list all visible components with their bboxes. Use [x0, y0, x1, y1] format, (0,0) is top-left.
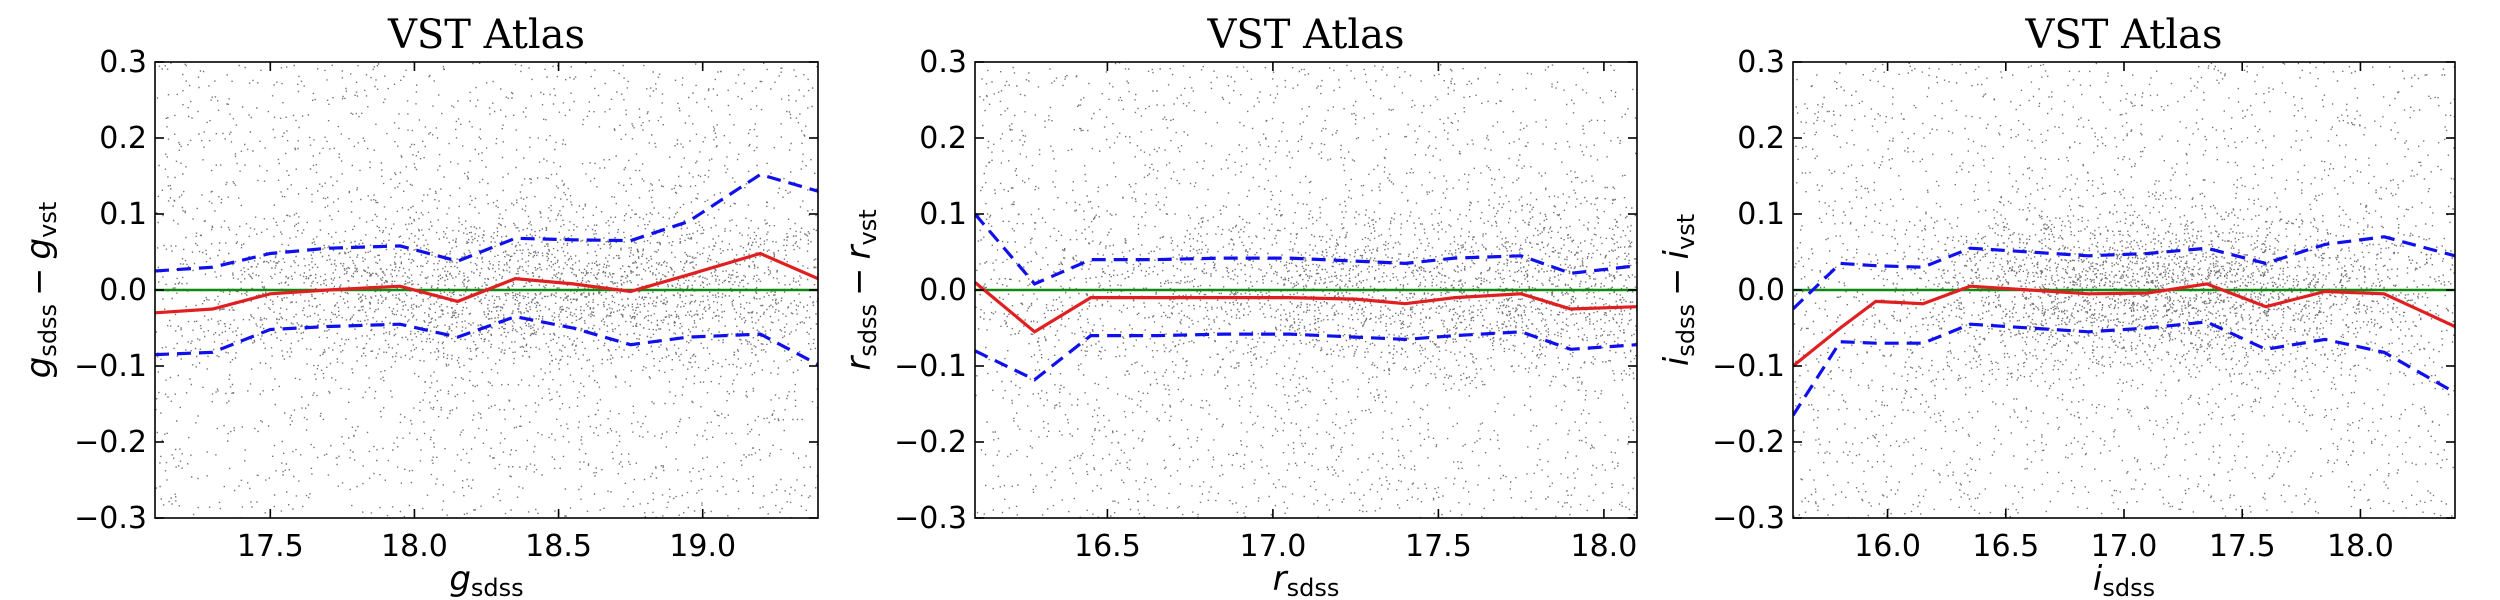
- y-axis-label: isdss−ivst: [1657, 214, 1700, 366]
- y-tick-label: −0.1: [1712, 349, 1785, 384]
- y-axis-operator: −: [19, 267, 59, 296]
- y-tick-label: −0.2: [74, 425, 147, 460]
- y-axis-subscript-1: sdss: [1672, 304, 1700, 357]
- y-axis-variable-2: r: [839, 243, 879, 259]
- y-axis-variable-1: r: [839, 355, 879, 371]
- y-axis-subscript-2: vst: [1672, 214, 1700, 250]
- x-axis-variable: r: [1273, 559, 1289, 599]
- y-tick-label: −0.1: [894, 349, 967, 384]
- y-axis-subscript-2: vst: [34, 202, 62, 238]
- x-tick-label: 18.0: [381, 529, 448, 564]
- x-axis-label: rsdss: [1273, 559, 1340, 600]
- series-median-line: [155, 251, 818, 315]
- y-axis-variable-1: i: [1657, 356, 1697, 366]
- x-tick-label: 16.0: [1854, 529, 1921, 564]
- x-tick-label: 17.5: [237, 529, 304, 564]
- y-axis-label: rsdss−rvst: [839, 209, 882, 370]
- chart-title: VST Atlas: [2024, 12, 2222, 58]
- x-tick-label: 16.5: [1074, 529, 1141, 564]
- series-median-line: [1793, 282, 2455, 368]
- chart-panel-2: −0.3 −0.2 −0.1 0.0 0.1 0.2 0.3 16.5 17.0 17.5 18.0…: [839, 12, 1638, 600]
- y-tick-label: 0.2: [919, 121, 967, 156]
- y-axis-subscript-1: sdss: [854, 304, 882, 357]
- series-median-line: [975, 281, 1637, 334]
- y-axis-subscript-1: sdss: [34, 304, 62, 357]
- y-axis-operator: −: [839, 267, 879, 296]
- series-upper-line: [155, 172, 818, 273]
- chart-panel-3: −0.3 −0.2 −0.1 0.0 0.1 0.2 0.3 16.0 16.5 17.0 17.5…: [1657, 12, 2456, 600]
- chart-title: VST Atlas: [1206, 12, 1404, 58]
- y-axis-operator: −: [1657, 267, 1697, 296]
- x-tick-label: 18.5: [525, 529, 592, 564]
- y-tick-label: 0.3: [99, 45, 147, 80]
- y-tick-label: 0.1: [1737, 197, 1785, 232]
- y-tick-label: −0.3: [1712, 501, 1785, 536]
- x-tick-label: 18.0: [1571, 529, 1638, 564]
- y-tick-label: −0.3: [74, 501, 147, 536]
- y-tick-label: 0.0: [919, 273, 967, 308]
- x-tick-label: 17.0: [1240, 529, 1307, 564]
- y-tick-label: −0.1: [74, 349, 147, 384]
- x-tick-label: 19.0: [669, 529, 736, 564]
- y-axis-variable-2: i: [1657, 249, 1697, 259]
- chart-title: VST Atlas: [387, 12, 585, 58]
- y-axis-variable-2: g: [19, 238, 59, 260]
- y-tick-label: 0.3: [1737, 45, 1785, 80]
- x-axis-label: isdss: [2093, 559, 2155, 600]
- x-axis-subscript: sdss: [1287, 574, 1340, 600]
- y-tick-label: 0.3: [919, 45, 967, 80]
- x-axis-subscript: sdss: [2102, 574, 2155, 600]
- y-tick-label: 0.1: [919, 197, 967, 232]
- x-axis-subscript: sdss: [471, 574, 524, 600]
- x-axis-label: gsdss: [449, 559, 523, 600]
- x-axis-variable: i: [2093, 559, 2103, 599]
- x-axis-variable: g: [449, 559, 471, 599]
- series-lower-line: [1793, 320, 2455, 417]
- y-tick-label: 0.2: [1737, 121, 1785, 156]
- series-upper-line: [975, 212, 1637, 286]
- y-axis-subscript-2: vst: [854, 209, 882, 245]
- y-tick-label: 0.0: [99, 273, 147, 308]
- y-tick-label: −0.3: [894, 501, 967, 536]
- x-tick-label: 16.5: [1972, 529, 2039, 564]
- x-tick-label: 17.5: [1405, 529, 1472, 564]
- y-tick-label: 0.0: [1737, 273, 1785, 308]
- series-lower-line: [975, 330, 1637, 382]
- x-tick-label: 18.0: [2327, 529, 2394, 564]
- chart-panel-1: −0.3 −0.2 −0.1 0.0 0.1 0.2 0.3 17.5 18.0 18.5 19.0…: [19, 12, 819, 600]
- x-tick-label: 17.5: [2209, 529, 2276, 564]
- y-tick-label: 0.1: [99, 197, 147, 232]
- y-axis-label: gsdss−gvst: [19, 202, 62, 379]
- y-axis-variable-1: g: [19, 357, 59, 379]
- x-tick-label: 17.0: [2091, 529, 2158, 564]
- series-upper-line: [1793, 235, 2455, 311]
- y-tick-label: −0.2: [894, 425, 967, 460]
- series-lower-line: [155, 314, 818, 366]
- y-tick-label: −0.2: [1712, 425, 1785, 460]
- y-tick-label: 0.2: [99, 121, 147, 156]
